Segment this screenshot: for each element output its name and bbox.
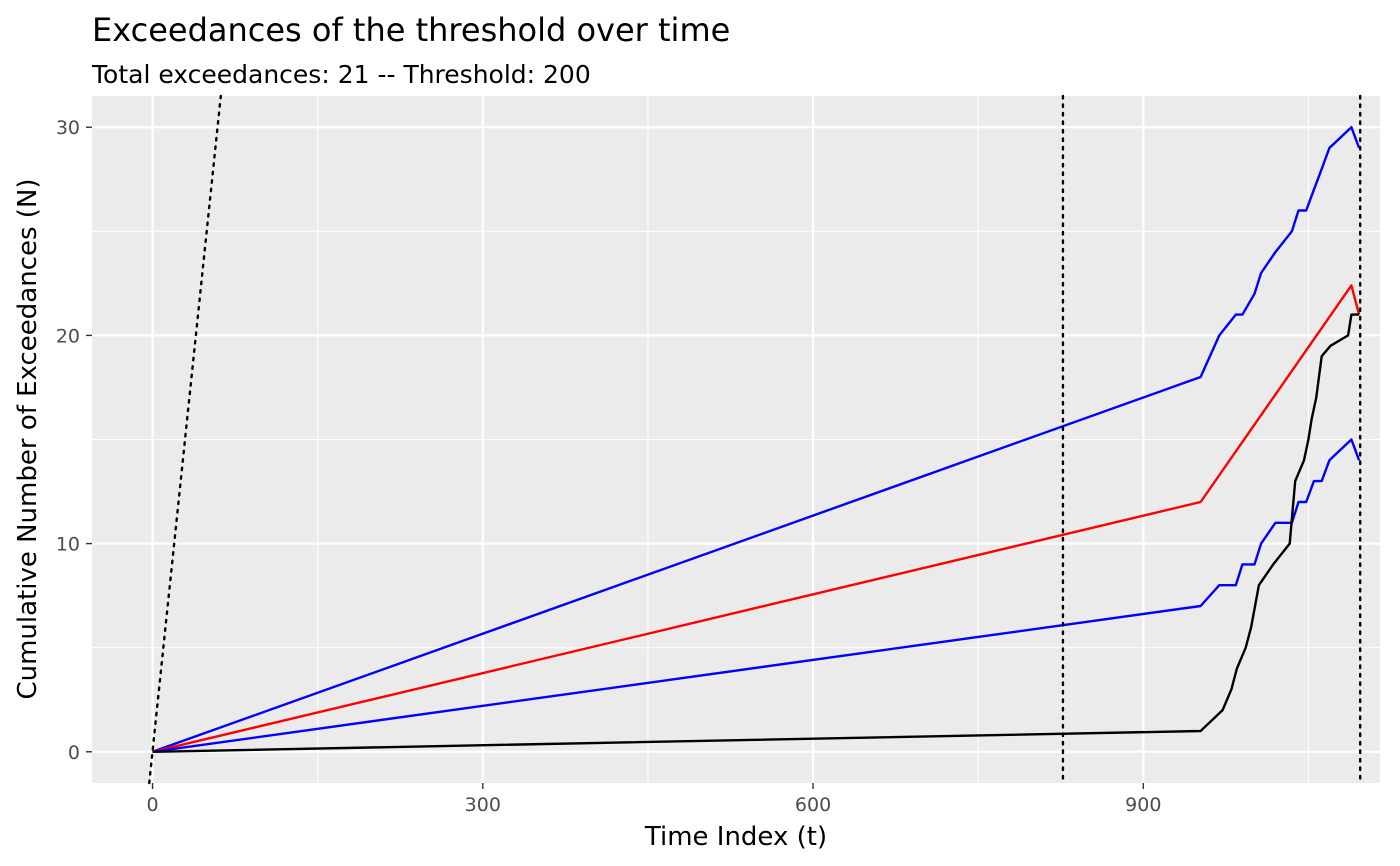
axis-ticks: 0 300 600 900 0 10 20 30 bbox=[56, 117, 1162, 816]
x-tick-label: 600 bbox=[795, 794, 831, 816]
upper-bound-line bbox=[152, 125, 1361, 753]
x-tick-label: 300 bbox=[465, 794, 501, 816]
x-tick-label: 0 bbox=[147, 794, 159, 816]
y-tick-label: 30 bbox=[56, 117, 80, 139]
chart-subtitle: Total exceedances: 21 -- Threshold: 200 bbox=[91, 60, 591, 89]
y-tick-label: 10 bbox=[56, 534, 80, 556]
x-axis-title: Time Index (t) bbox=[644, 822, 827, 852]
reference-lines bbox=[148, 94, 1362, 785]
lower-bound-line bbox=[152, 438, 1361, 753]
series-lines bbox=[152, 125, 1361, 753]
grid-lines bbox=[92, 96, 1380, 783]
expected-line bbox=[152, 284, 1361, 753]
chart-title: Exceedances of the threshold over time bbox=[92, 11, 730, 49]
y-tick-label: 20 bbox=[56, 325, 80, 347]
observed-line bbox=[152, 313, 1360, 753]
y-tick-label: 0 bbox=[68, 742, 80, 764]
x-tick-label: 900 bbox=[1125, 794, 1161, 816]
y-axis-title: Cumulative Number of Exceedances (N) bbox=[13, 178, 43, 699]
